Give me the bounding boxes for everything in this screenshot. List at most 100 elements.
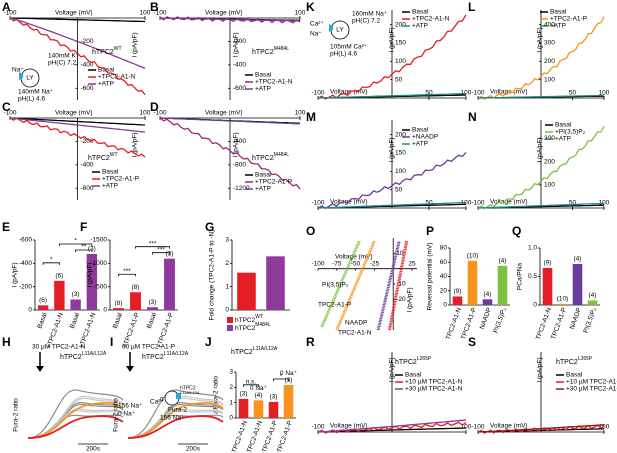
legend-label: +30 µM TPC2-A1-P bbox=[566, 386, 617, 393]
y-tick-label: 0 bbox=[103, 307, 107, 314]
n-label: (8) bbox=[132, 284, 140, 291]
cell-trace bbox=[127, 389, 224, 439]
legend-label: +TPC2-A1-N bbox=[255, 79, 293, 86]
x-tick-label: 100 bbox=[295, 110, 306, 117]
legend-label: +ATP bbox=[555, 136, 571, 143]
current-trace bbox=[477, 16, 605, 100]
x-tick-label: Basal bbox=[146, 311, 158, 329]
diagram-label: Fura-2 bbox=[168, 407, 188, 414]
bar bbox=[467, 260, 478, 305]
n-label: (3) bbox=[240, 391, 248, 398]
x-tick-label: 100 bbox=[140, 10, 151, 17]
legend-label: +ATP bbox=[412, 23, 428, 30]
y-tick-label: 200 bbox=[395, 131, 406, 138]
y-tick-label: -400 bbox=[81, 162, 94, 169]
mean-trace bbox=[127, 402, 224, 439]
y-tick-label: -10 bbox=[396, 281, 406, 288]
bar bbox=[266, 256, 285, 310]
x-tick-label: -100 bbox=[471, 90, 484, 97]
x-tick-label: -100 bbox=[3, 110, 16, 117]
legend-label: +ATP bbox=[255, 186, 271, 193]
x-tick-label: 100 bbox=[599, 200, 610, 207]
sig-label: *** bbox=[157, 246, 165, 253]
panel-label: J bbox=[205, 335, 212, 349]
bar bbox=[86, 254, 98, 310]
title-base: hTPC2 bbox=[231, 349, 253, 356]
sig-label: ** bbox=[81, 244, 87, 251]
bar-note: 0 Na⁺ bbox=[280, 370, 298, 377]
n-label: (10) bbox=[557, 296, 569, 303]
channel bbox=[19, 72, 23, 80]
n-label: (9) bbox=[544, 260, 552, 267]
current-trace bbox=[317, 151, 467, 210]
legend-sup: WT bbox=[255, 314, 263, 320]
x-tick-label: -100 bbox=[311, 90, 324, 97]
legend-label: +10 µM TPC2-A1-N bbox=[405, 379, 463, 386]
diagram-label: 140mM Na⁺ bbox=[18, 89, 54, 96]
scale-label: 200s bbox=[186, 446, 201, 453]
legend-label: Basal bbox=[412, 127, 429, 134]
legend-label: +30 µM TPC2-A1-N bbox=[405, 386, 463, 393]
y-tick-label: 200 bbox=[395, 21, 406, 28]
diagram-label: Na⁺ bbox=[12, 67, 24, 74]
y-tick-label: -400 bbox=[19, 260, 32, 267]
diagram-label: L11A/L12A bbox=[180, 390, 200, 395]
diagram-label: 140mM K⁺ bbox=[48, 53, 80, 60]
legend-label: Basal bbox=[255, 72, 272, 79]
legend-swatch bbox=[227, 317, 233, 323]
x-tick-label: -100 bbox=[3, 10, 16, 17]
current-trace bbox=[335, 240, 376, 331]
y-axis-label: I (pA/pF) bbox=[233, 132, 240, 157]
agonist-label: 60 µM TPC2-A1-P bbox=[122, 344, 175, 351]
bar bbox=[268, 401, 279, 418]
diagram-label: LY bbox=[26, 75, 34, 82]
legend-label: Basal bbox=[405, 372, 422, 379]
title-sup: L11A/L12A bbox=[82, 351, 107, 357]
y-tick-label: 0 bbox=[533, 302, 537, 309]
y-axis-label: I (pA/pF) bbox=[389, 27, 396, 52]
y-tick-label: 1 bbox=[225, 283, 229, 290]
current-trace bbox=[9, 16, 146, 96]
current-trace bbox=[317, 427, 467, 433]
panel-label: O bbox=[306, 224, 315, 238]
x-tick-label: 50 bbox=[425, 90, 433, 97]
y-tick-label: -20 bbox=[396, 296, 406, 303]
sig-bracket bbox=[58, 243, 93, 246]
bar bbox=[587, 300, 598, 305]
legend-label: hTPC2M484L bbox=[235, 322, 271, 331]
title-base: hTPC2 bbox=[252, 49, 274, 56]
panel-label: F bbox=[80, 220, 87, 234]
panel-label: A bbox=[2, 0, 11, 14]
x-tick-label: Basal bbox=[112, 311, 124, 329]
mean-trace bbox=[27, 415, 124, 439]
sig-bracket bbox=[75, 249, 93, 252]
x-tick-label: -100 bbox=[153, 10, 166, 17]
diagram-label: pH(C) 7.2 bbox=[48, 60, 77, 67]
trace-label: 0 Na⁺ bbox=[118, 411, 136, 418]
panel-label: B bbox=[150, 0, 159, 14]
channel bbox=[329, 24, 333, 32]
panel-label: D bbox=[150, 100, 159, 114]
y-axis-label: I (pA/pF) bbox=[12, 262, 19, 287]
x-axis-label: Voltage (mV) bbox=[55, 110, 93, 117]
panel-title: hTPC2M484L bbox=[252, 152, 289, 162]
y-axis-label: I (pA/pF) bbox=[233, 32, 240, 57]
title-base: hTPC2 bbox=[60, 354, 82, 361]
title-sup: WT bbox=[114, 46, 122, 52]
legend-label: Basal bbox=[255, 172, 272, 179]
sig-bracket bbox=[152, 252, 170, 255]
legend-base: hTPC2 bbox=[235, 325, 256, 332]
legend-label: +ATP bbox=[255, 86, 271, 93]
title-sup: L11A/L12A bbox=[253, 346, 278, 352]
trace-label: TPC2-A1-P bbox=[318, 302, 351, 309]
y-axis-label: I (pA/pF) bbox=[389, 357, 396, 382]
y-tick-label: -200 bbox=[81, 38, 94, 45]
x-tick-label: 100 bbox=[295, 10, 306, 17]
arrow-head bbox=[36, 366, 44, 372]
current-trace bbox=[159, 116, 301, 190]
sig-bracket bbox=[118, 273, 136, 277]
panel-title: hTPC2L265P bbox=[556, 356, 593, 366]
diagram-label: LY bbox=[336, 27, 344, 34]
y-axis-label: Fold change (TPC2-A1-P to -N) bbox=[209, 230, 216, 321]
y-axis-label: I (pA/pF) bbox=[537, 137, 544, 162]
